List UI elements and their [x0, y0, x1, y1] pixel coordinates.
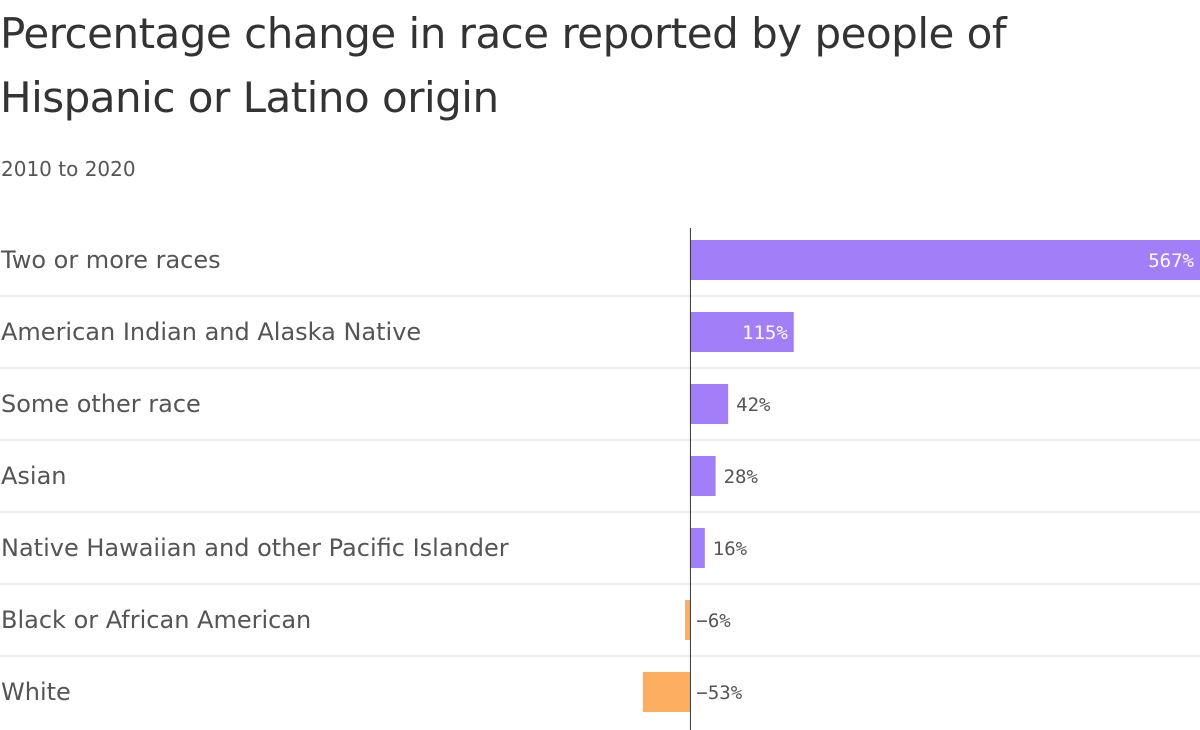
- category-label: Asian: [1, 462, 67, 490]
- bar: [642, 672, 691, 712]
- bar: [690, 312, 794, 352]
- category-label: American Indian and Alaska Native: [1, 318, 421, 346]
- value-label: 28%: [724, 466, 759, 488]
- value-label: 16%: [713, 538, 748, 560]
- bar-chart: Two or more races 567% American Indian and…: [0, 224, 1200, 730]
- category-label: Two or more races: [0, 246, 221, 274]
- value-label: 567%: [1148, 250, 1194, 272]
- value-label: −6%: [696, 610, 731, 632]
- category-label: Native Hawaiian and other Pacific Island…: [1, 534, 509, 562]
- category-label: White: [1, 678, 71, 706]
- value-label: 115%: [742, 322, 788, 344]
- value-label: 42%: [736, 394, 771, 416]
- bar: [690, 384, 729, 424]
- bar: [690, 240, 1200, 280]
- category-label: Black or African American: [1, 606, 311, 634]
- chart-subtitle: 2010 to 2020: [1, 157, 136, 181]
- bar: [685, 600, 691, 640]
- category-label: Some other race: [1, 390, 201, 418]
- chart-title: Percentage change in race reported by pe…: [0, 9, 1007, 122]
- bar: [690, 456, 716, 496]
- bar-chart-svg: Two or more races 567% American Indian and…: [0, 228, 1200, 730]
- value-label: −53%: [696, 682, 742, 704]
- bar: [690, 528, 705, 568]
